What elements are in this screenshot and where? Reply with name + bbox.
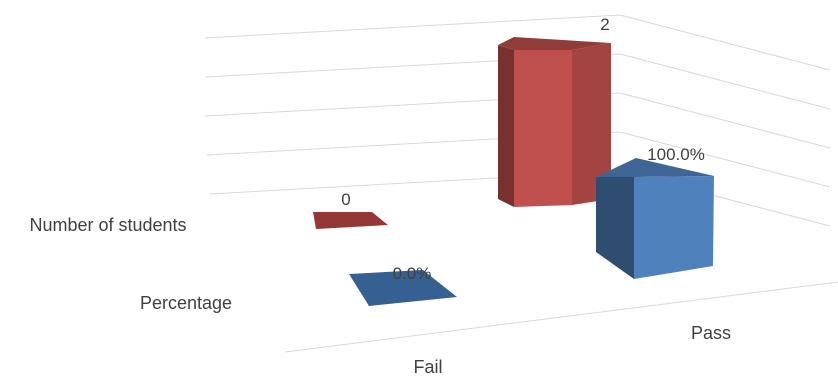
data-label-percentage-fail: 0.0%: [393, 264, 432, 283]
number-of-students-fail-bar: [313, 212, 388, 229]
series-label-number-of-students: Number of students: [29, 215, 186, 235]
number-of-students-pass-bar: [498, 37, 611, 207]
data-label-percentage-pass: 100.0%: [647, 145, 705, 164]
percentage-fail-bar: [349, 270, 457, 306]
category-label-pass: Pass: [691, 323, 731, 343]
chart-gridlines: [204, 14, 838, 353]
chart-labels: 0 2 0.0% 100.0% Number of students Percentage…: [29, 15, 731, 377]
data-label-students-pass: 2: [600, 15, 609, 34]
category-label-fail: Fail: [413, 357, 442, 377]
data-label-students-fail: 0: [341, 190, 350, 209]
chart-bars: [313, 37, 714, 306]
percentage-pass-bar: [596, 158, 714, 279]
series-label-percentage: Percentage: [140, 293, 232, 313]
